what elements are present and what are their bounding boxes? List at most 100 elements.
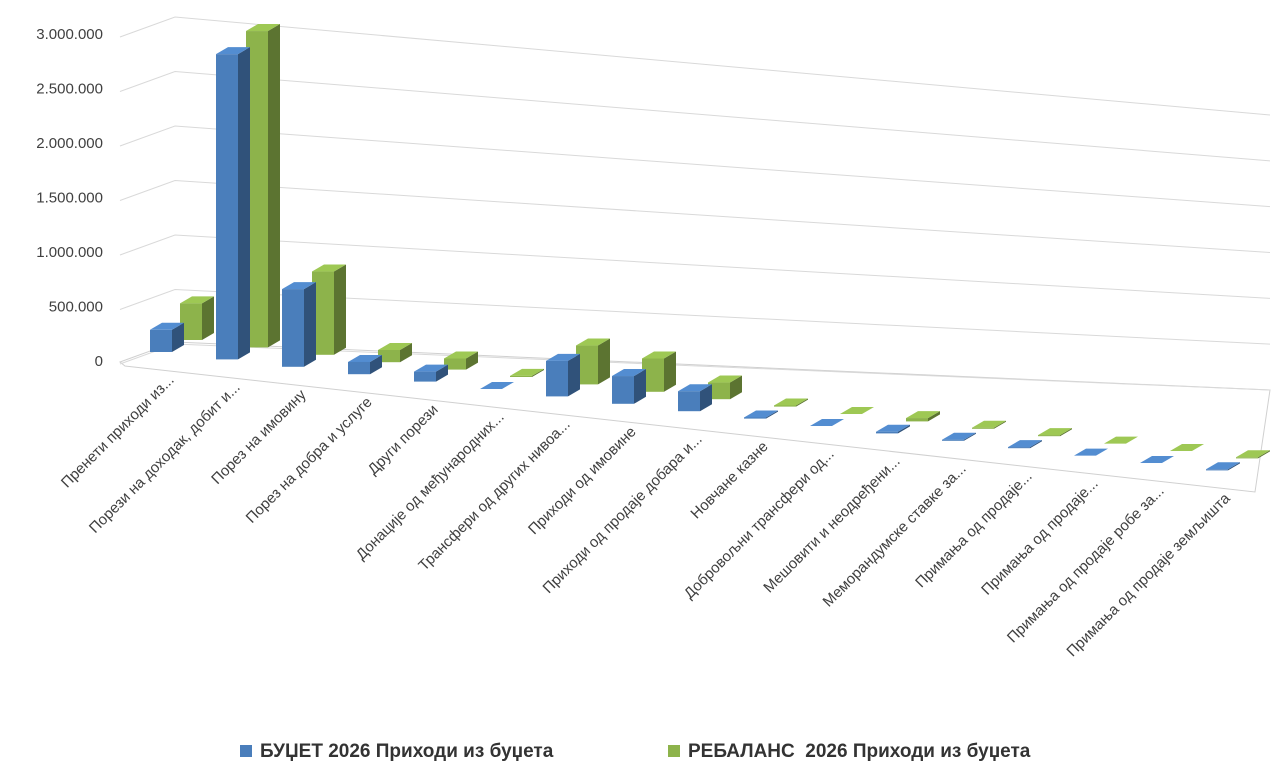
- bar: [282, 282, 316, 367]
- bar-top: [906, 411, 940, 419]
- bar: [1206, 462, 1240, 471]
- x-tick-label: Донације од међународних...: [353, 409, 508, 564]
- legend-swatch: [668, 745, 680, 757]
- bar-side: [730, 375, 742, 400]
- bar-side: [1228, 462, 1240, 471]
- bar-top: [1206, 462, 1240, 470]
- bar-top: [708, 375, 742, 383]
- bar-front: [444, 358, 466, 370]
- bar-side: [598, 338, 610, 385]
- x-tick-label: Меморандумске ставке за...: [820, 460, 970, 610]
- bar-side: [928, 411, 940, 422]
- bar-top: [546, 353, 580, 361]
- bar-front: [378, 349, 400, 363]
- x-tick-label: Приходи од продаје добара и...: [540, 431, 706, 597]
- bar-side: [172, 322, 184, 352]
- grid-line: [119, 179, 1271, 253]
- bar-front: [1236, 457, 1258, 459]
- bar-top: [1236, 450, 1270, 458]
- y-tick-label: 1.000.000: [36, 244, 103, 261]
- bar: [1140, 456, 1174, 464]
- x-tick-label: Други порези: [365, 401, 442, 478]
- bar: [510, 368, 544, 377]
- bar-front: [678, 391, 700, 412]
- bar-top: [444, 351, 478, 359]
- bar-top: [348, 354, 382, 362]
- bar-top: [642, 351, 676, 359]
- bar: [480, 382, 514, 390]
- bar-front: [642, 358, 664, 392]
- bar-side: [766, 410, 778, 419]
- bar-side: [664, 351, 676, 392]
- x-tick-label: Мешовити и неодређени...: [760, 453, 903, 596]
- bar-top: [972, 420, 1006, 428]
- legend-label: БУЏЕТ 2026 Приходи из буџета: [260, 741, 554, 762]
- bar: [576, 338, 610, 385]
- bar-front: [348, 361, 370, 375]
- bar-side: [436, 364, 448, 382]
- bar: [810, 419, 844, 427]
- bar-side: [568, 353, 580, 397]
- bar-top: [1038, 428, 1072, 436]
- bar: [1008, 440, 1042, 449]
- x-tick-label: Порези на доходак, добит и...: [86, 379, 244, 537]
- bar-side: [238, 47, 250, 360]
- bar-top: [678, 384, 712, 392]
- bar-front: [546, 360, 568, 397]
- x-tick-label: Трансфери од других нивоа...: [415, 416, 573, 574]
- bar: [1170, 444, 1204, 452]
- bar-front: [744, 417, 766, 419]
- bar: [906, 411, 940, 422]
- x-tick-label: Добровољни трансфери од...: [681, 446, 838, 603]
- bar: [180, 296, 214, 340]
- bar-front: [282, 289, 304, 367]
- y-tick-label: 500.000: [49, 298, 103, 315]
- bar-top: [480, 382, 514, 389]
- bar: [744, 410, 778, 419]
- bar-side: [466, 351, 478, 370]
- bar: [942, 432, 976, 441]
- bar-front: [312, 271, 334, 355]
- bar-top: [840, 407, 874, 414]
- bar-side: [994, 420, 1006, 429]
- bar: [708, 375, 742, 400]
- bar-front: [1206, 469, 1228, 471]
- bar-front: [612, 376, 634, 404]
- bar-side: [202, 296, 214, 340]
- bar: [444, 351, 478, 370]
- bar-side: [796, 398, 808, 407]
- bar-top: [876, 424, 910, 432]
- bar-top: [1140, 456, 1174, 463]
- x-tick-label: Примања од продаје земљишта: [1063, 490, 1234, 661]
- bar-top: [378, 342, 412, 350]
- bar-side: [964, 432, 976, 441]
- bar-side: [1060, 428, 1072, 437]
- grid-line: [119, 288, 1271, 345]
- grid-line: [119, 234, 1271, 299]
- bar-front: [972, 427, 994, 429]
- bar-top: [180, 296, 214, 304]
- x-tick-label: Новчане казне: [687, 438, 771, 522]
- bar-front: [576, 345, 598, 385]
- bar-top: [312, 264, 346, 272]
- bar: [876, 424, 910, 434]
- bar-top: [246, 24, 280, 32]
- bar: [150, 322, 184, 352]
- bar: [216, 47, 250, 360]
- bar: [1038, 428, 1072, 437]
- bar-side: [532, 368, 544, 377]
- grid-line: [119, 70, 1271, 162]
- bar: [1104, 436, 1138, 444]
- bar: [972, 420, 1006, 429]
- bar: [246, 24, 280, 348]
- bar-front: [510, 375, 532, 377]
- bar-side: [700, 384, 712, 412]
- bar-front: [180, 303, 202, 340]
- bar-side: [370, 354, 382, 375]
- bar-front: [150, 329, 172, 352]
- grid-line: [119, 125, 1271, 208]
- bar-side: [400, 342, 412, 363]
- y-tick-label: 2.500.000: [36, 80, 103, 97]
- bar-front: [414, 371, 436, 382]
- bar-top: [612, 369, 646, 377]
